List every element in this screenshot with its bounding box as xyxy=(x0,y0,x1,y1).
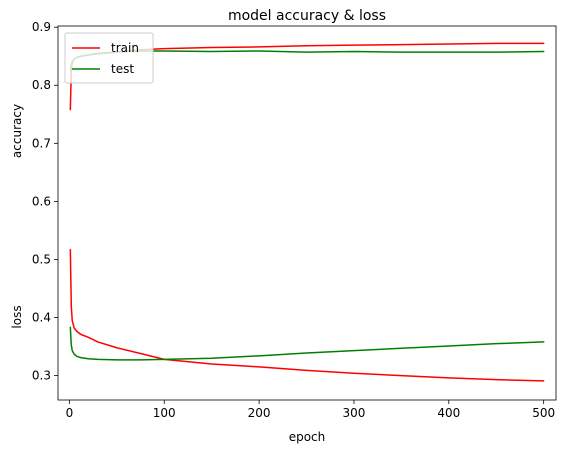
plot-frame xyxy=(57,25,557,401)
chart-title: model accuracy & loss xyxy=(228,8,386,24)
y-tick-label: 0.4 xyxy=(32,311,51,325)
x-tick-label: 100 xyxy=(153,406,176,420)
y-axis-label-accuracy: accuracy xyxy=(10,104,24,158)
y-tick-label: 0.9 xyxy=(32,20,51,34)
legend-label-test: test xyxy=(111,62,134,76)
x-axis-label: epoch xyxy=(289,430,326,444)
x-tick-label: 0 xyxy=(66,406,74,420)
x-tick-label: 300 xyxy=(343,406,366,420)
legend-label-train: train xyxy=(111,41,139,55)
y-axis-label-loss: loss xyxy=(10,305,24,328)
y-tick-label: 0.3 xyxy=(32,369,51,383)
series-loss-train-line xyxy=(69,248,545,382)
x-tick-label: 500 xyxy=(532,406,555,420)
plot-area xyxy=(58,26,556,400)
y-tick-label: 0.6 xyxy=(32,194,51,208)
series-loss-test-line xyxy=(69,326,545,361)
legend: train test xyxy=(64,32,154,84)
y-ticks: 0.3 0.4 0.5 0.6 0.7 0.8 0.9 xyxy=(32,20,58,383)
x-ticks: 0 100 200 300 400 500 xyxy=(66,400,555,420)
x-tick-label: 200 xyxy=(248,406,271,420)
x-tick-label: 400 xyxy=(437,406,460,420)
legend-box xyxy=(64,32,154,84)
y-tick-label: 0.5 xyxy=(32,252,51,266)
y-tick-label: 0.7 xyxy=(32,136,51,150)
y-tick-label: 0.8 xyxy=(32,78,51,92)
